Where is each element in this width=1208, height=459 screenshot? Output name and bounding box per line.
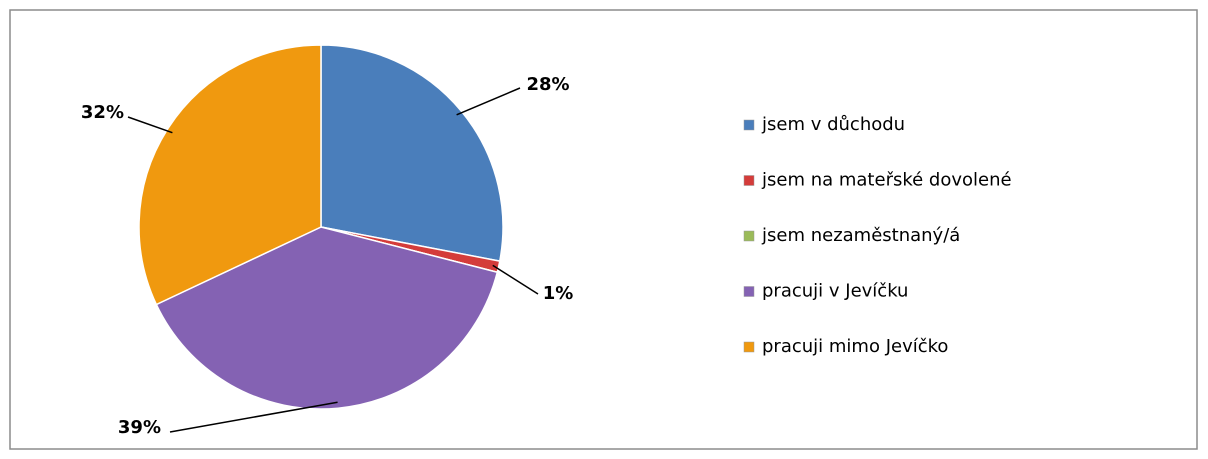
data-label: 32% xyxy=(81,102,124,123)
leader-line xyxy=(492,264,539,295)
legend-label: jsem v důchodu xyxy=(761,114,905,135)
legend-label: jsem nezaměstnaný/á xyxy=(761,225,960,246)
leader-line xyxy=(456,87,521,116)
legend-swatch xyxy=(743,230,755,242)
leader-line xyxy=(127,116,173,134)
legend-label: pracuji mimo Jevíčko xyxy=(762,336,948,357)
legend-swatch xyxy=(743,119,755,131)
pie-slice xyxy=(155,226,499,410)
legend-swatch xyxy=(743,286,755,297)
pie-slice xyxy=(138,44,322,306)
data-label: 39% xyxy=(118,417,161,438)
legend-swatch xyxy=(743,175,755,186)
data-label: 1% xyxy=(543,283,574,304)
legend-label: pracuji v Jevíčku xyxy=(762,281,908,302)
pie: 28% 1% 39% 32% xyxy=(81,44,574,438)
pie-slice xyxy=(320,44,504,262)
leader-line xyxy=(169,401,338,433)
legend-swatch xyxy=(743,341,755,353)
legend: jsem v důchodu jsem na mateřské dovolené j… xyxy=(743,114,1012,357)
legend-label: jsem na mateřské dovolené xyxy=(761,170,1012,191)
data-label: 28% xyxy=(526,74,569,95)
